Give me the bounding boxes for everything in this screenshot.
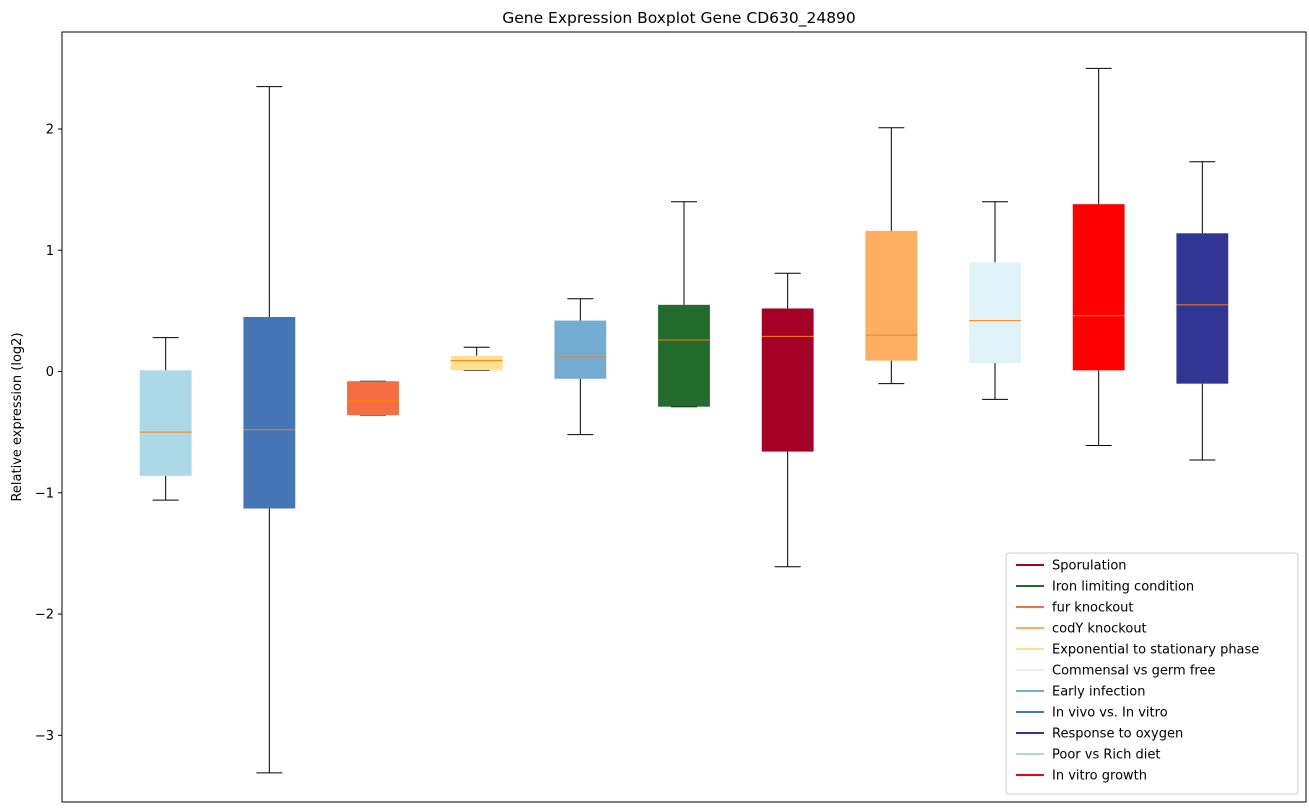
box-2 bbox=[243, 86, 296, 774]
legend-label: Sporulation bbox=[1052, 559, 1127, 574]
legend-label: Commensal vs germ free bbox=[1052, 664, 1215, 679]
legend-label: Iron limiting condition bbox=[1052, 580, 1194, 595]
legend-label: Poor vs Rich diet bbox=[1052, 748, 1160, 763]
chart-title: Gene Expression Boxplot Gene CD630_24890 bbox=[502, 9, 856, 28]
box-body bbox=[865, 230, 918, 361]
legend-label: Exponential to stationary phase bbox=[1052, 643, 1259, 658]
y-tick-label: −1 bbox=[35, 486, 54, 501]
legend-item: Iron limiting condition bbox=[1016, 580, 1194, 595]
y-tick-label: 0 bbox=[46, 365, 54, 380]
legend-item: Exponential to stationary phase bbox=[1016, 643, 1259, 658]
box-body bbox=[969, 262, 1021, 364]
legend-label: Response to oxygen bbox=[1052, 727, 1183, 742]
legend-item: codY knockout bbox=[1016, 622, 1147, 637]
legend-label: In vivo vs. In vitro bbox=[1052, 706, 1168, 721]
y-axis: −3 −2 −1 0 1 2 bbox=[35, 123, 62, 744]
legend-item: Commensal vs germ free bbox=[1016, 664, 1215, 679]
legend-box bbox=[1005, 552, 1299, 795]
legend-item: In vitro growth bbox=[1016, 769, 1147, 784]
box-body bbox=[450, 355, 503, 371]
y-axis-label: Relative expression (log2) bbox=[10, 332, 25, 501]
box-body bbox=[554, 320, 607, 379]
legend-label: codY knockout bbox=[1052, 622, 1147, 637]
y-tick-label: 2 bbox=[46, 123, 54, 138]
box-body bbox=[243, 316, 296, 509]
legend-item: Response to oxygen bbox=[1016, 727, 1183, 742]
legend-item: Early infection bbox=[1016, 685, 1145, 700]
box-6 bbox=[658, 201, 710, 408]
box-8 bbox=[865, 127, 918, 385]
legend-item: In vivo vs. In vitro bbox=[1016, 706, 1168, 721]
legend-label: fur knockout bbox=[1052, 601, 1134, 616]
box-body bbox=[761, 308, 814, 452]
box-4 bbox=[450, 346, 503, 371]
y-tick-label: 1 bbox=[46, 244, 54, 259]
legend-item: Poor vs Rich diet bbox=[1016, 748, 1160, 763]
y-tick-label: −3 bbox=[35, 729, 54, 744]
box-body bbox=[658, 304, 710, 407]
legend-label: Early infection bbox=[1052, 685, 1145, 700]
legend: Sporulation Iron limiting condition fur kn… bbox=[1005, 552, 1299, 795]
legend-item: Sporulation bbox=[1016, 559, 1127, 574]
box-5 bbox=[554, 298, 607, 436]
box-7 bbox=[761, 272, 814, 568]
box-3 bbox=[347, 380, 399, 416]
legend-item: fur knockout bbox=[1016, 601, 1134, 616]
boxes-group bbox=[139, 67, 1229, 774]
box-body bbox=[1072, 204, 1125, 371]
box-body bbox=[139, 370, 192, 476]
box-body bbox=[347, 381, 399, 416]
box-10 bbox=[1072, 67, 1125, 446]
y-tick-label: −2 bbox=[35, 608, 54, 623]
box-body bbox=[1176, 233, 1229, 384]
plot-frame bbox=[61, 31, 1307, 803]
box-9 bbox=[969, 201, 1021, 400]
box-11 bbox=[1176, 161, 1229, 461]
legend-label: In vitro growth bbox=[1052, 769, 1147, 784]
box-1 bbox=[139, 337, 192, 501]
